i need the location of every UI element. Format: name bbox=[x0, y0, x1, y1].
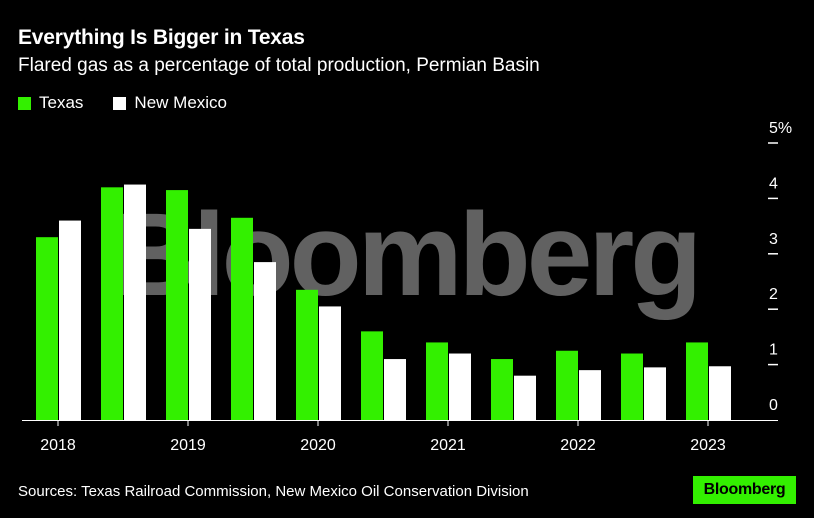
bar-texas-2 bbox=[101, 187, 123, 420]
x-tick-label-2020: 2020 bbox=[300, 437, 336, 454]
x-tick-label-2019: 2019 bbox=[170, 437, 206, 454]
legend-label-new-mexico: New Mexico bbox=[134, 93, 228, 112]
bar-texas-1 bbox=[36, 237, 58, 420]
bar-texas-8 bbox=[491, 359, 513, 420]
legend-swatch-texas bbox=[18, 96, 31, 110]
bar-new-mexico-3 bbox=[189, 228, 211, 420]
bar-new-mexico-8 bbox=[514, 375, 536, 420]
chart-title: Everything Is Bigger in Texas bbox=[18, 26, 305, 49]
y-tick-label-4: 4 bbox=[769, 175, 778, 192]
x-tick-label-2023: 2023 bbox=[690, 437, 726, 454]
y-tick-label-5: 5% bbox=[769, 120, 792, 137]
y-tick-label-0: 0 bbox=[769, 397, 778, 414]
x-tick-label-2022: 2022 bbox=[560, 437, 596, 454]
bar-new-mexico-11 bbox=[709, 366, 731, 420]
bar-texas-4 bbox=[231, 217, 253, 420]
x-tick-label-2021: 2021 bbox=[430, 437, 466, 454]
legend-label-texas: Texas bbox=[39, 93, 84, 112]
bar-texas-10 bbox=[621, 353, 643, 420]
bar-texas-3 bbox=[166, 190, 188, 420]
y-tick-label-1: 1 bbox=[769, 342, 778, 359]
bar-new-mexico-10 bbox=[644, 367, 666, 420]
bar-new-mexico-2 bbox=[124, 184, 146, 420]
x-tick-label-2018: 2018 bbox=[40, 437, 76, 454]
bar-texas-5 bbox=[296, 289, 318, 420]
bar-new-mexico-7 bbox=[449, 353, 471, 420]
bar-new-mexico-4 bbox=[254, 262, 276, 420]
legend: Texas New Mexico bbox=[18, 93, 227, 113]
bar-texas-9 bbox=[556, 350, 578, 420]
bar-texas-7 bbox=[426, 342, 448, 420]
legend-item-texas: Texas bbox=[18, 93, 83, 113]
legend-item-new-mexico: New Mexico bbox=[113, 93, 227, 113]
bar-new-mexico-6 bbox=[384, 359, 406, 420]
chart-subtitle: Flared gas as a percentage of total prod… bbox=[18, 55, 540, 76]
bloomberg-logo: Bloomberg bbox=[693, 476, 796, 504]
y-tick-label-2: 2 bbox=[769, 286, 778, 303]
y-tick-label-3: 3 bbox=[769, 231, 778, 248]
bar-texas-11 bbox=[686, 342, 708, 420]
bar-new-mexico-5 bbox=[319, 306, 341, 420]
bar-texas-6 bbox=[361, 331, 383, 420]
bar-new-mexico-1 bbox=[59, 220, 81, 420]
legend-swatch-new-mexico bbox=[113, 96, 127, 110]
source-note: Sources: Texas Railroad Commission, New … bbox=[18, 483, 529, 500]
bar-new-mexico-9 bbox=[579, 370, 601, 420]
